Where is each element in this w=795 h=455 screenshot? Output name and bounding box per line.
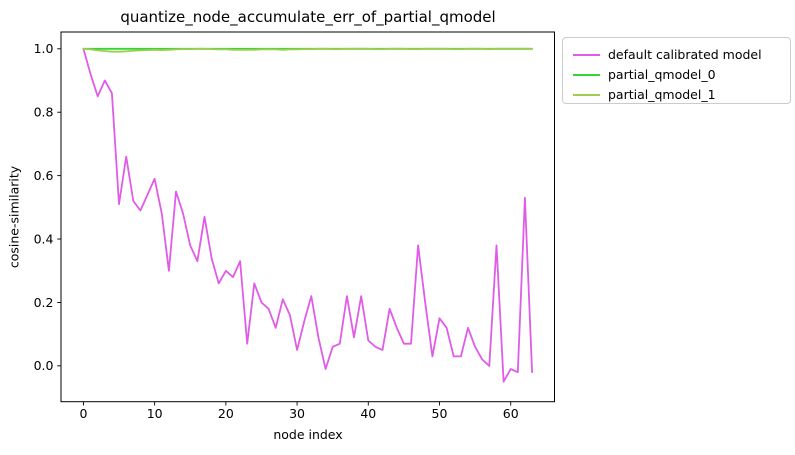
y-tick-label: 0.8 [34,105,54,120]
legend-line-swatch [573,53,600,56]
x-axis-label: node index [273,427,343,442]
y-tick-label: 0.2 [34,295,54,310]
y-tick-label: 0.6 [34,168,54,183]
x-tick-label: 20 [218,406,234,421]
legend-label: partial_qmodel_1 [608,87,716,102]
legend-line-swatch [573,93,600,96]
chart-title: quantize_node_accumulate_err_of_partial_… [120,8,496,26]
legend-item: partial_qmodel_0 [573,66,790,83]
axis-ticks: 0 10 20 30 40 50 60 0.0 0.2 0.4 0.6 0.8 1.0 [34,41,519,421]
legend-line-swatch [573,73,600,76]
y-tick-label: 0.4 [34,231,54,246]
x-tick-label: 30 [289,406,305,421]
legend-item: partial_qmodel_1 [573,86,790,103]
x-tick-label: 10 [147,406,163,421]
x-tick-label: 0 [79,406,87,421]
x-tick-label: 40 [360,406,376,421]
legend-label: default calibrated model [608,47,762,62]
x-tick-label: 50 [432,406,448,421]
legend: default calibrated model partial_qmodel_… [562,37,791,104]
y-tick-label: 1.0 [34,41,54,56]
legend-item: default calibrated model [573,46,790,63]
series-line-2 [82,47,533,53]
legend-label: partial_qmodel_0 [608,67,716,82]
series-line-0 [82,47,533,383]
plot-frame [60,31,555,403]
y-tick-label: 0.0 [34,358,54,373]
y-axis-label: cosine-similarity [6,165,22,269]
x-tick-label: 60 [503,406,519,421]
